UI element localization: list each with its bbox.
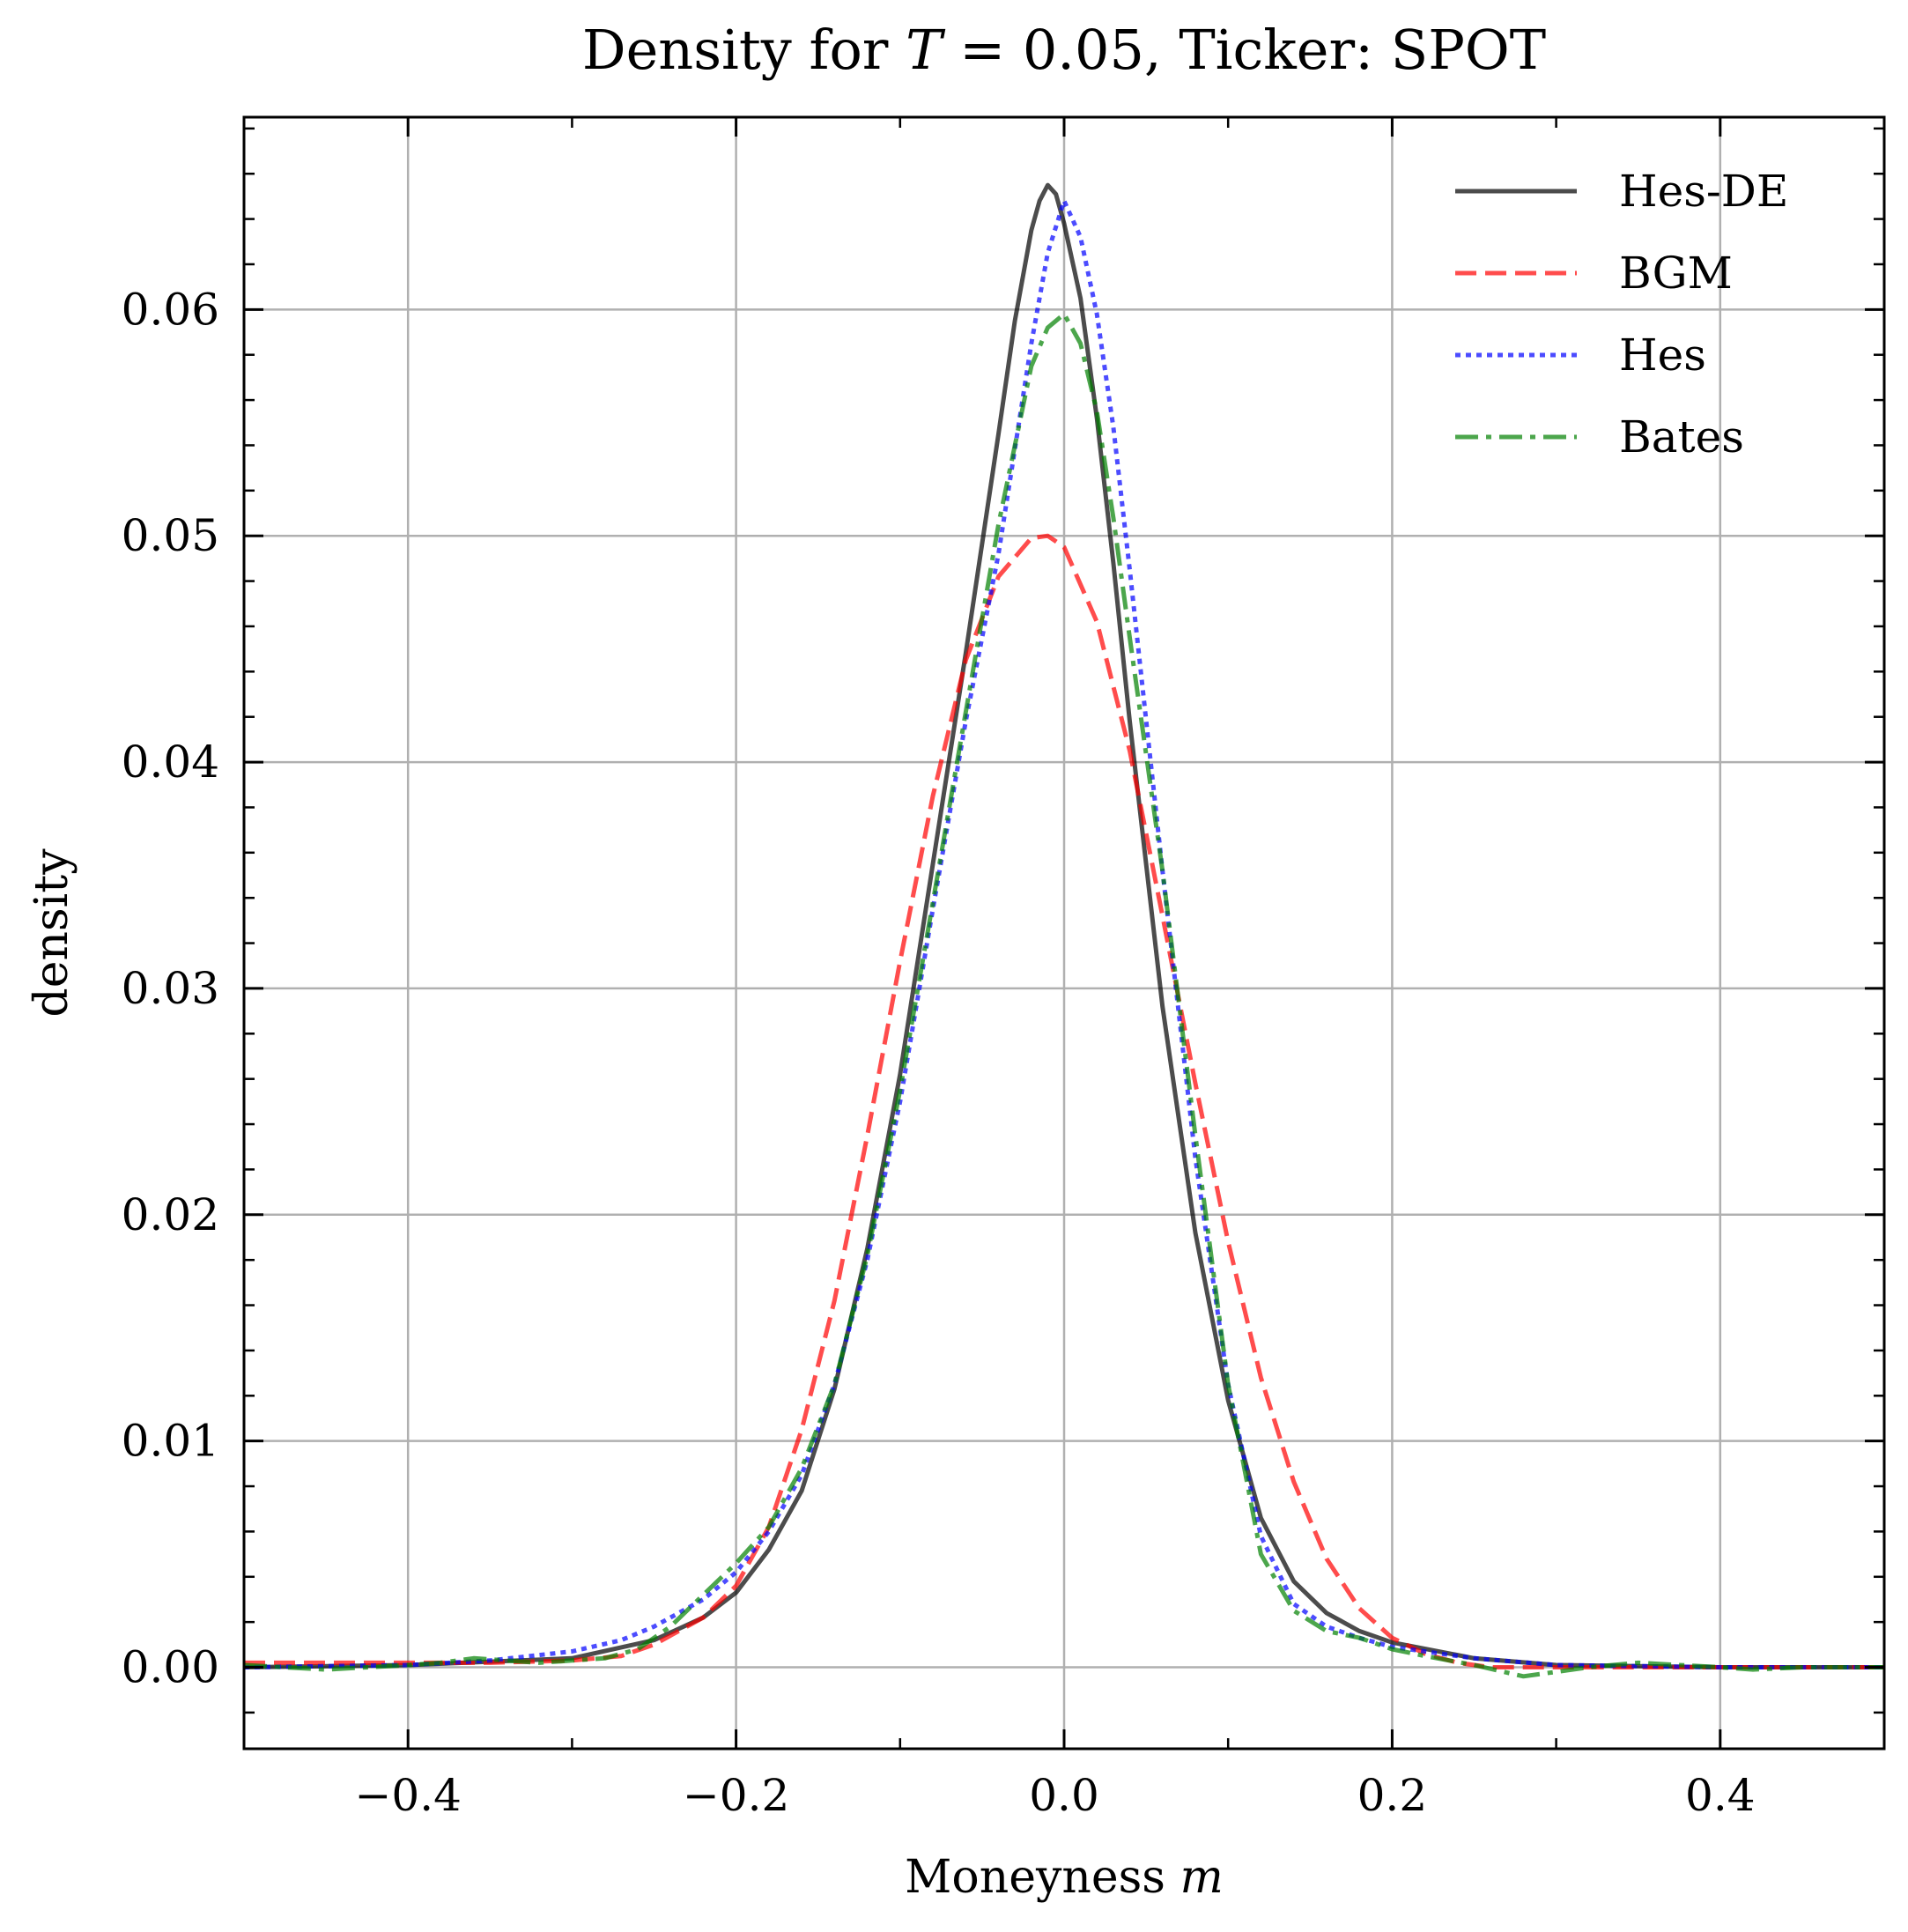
x-axis-title: Moneyness m — [905, 1851, 1224, 1904]
x-tick-label: −0.4 — [354, 1770, 461, 1821]
x-tick-label: 0.0 — [1029, 1770, 1099, 1821]
x-tick-label: 0.4 — [1685, 1770, 1756, 1821]
y-tick-label: 0.04 — [122, 737, 219, 788]
legend-label-bates: Bates — [1619, 411, 1744, 463]
y-tick-label: 0.02 — [122, 1189, 219, 1240]
series-layer — [244, 182, 1884, 1679]
x-tick-label: −0.2 — [683, 1770, 789, 1821]
y-axis-title: density — [26, 848, 78, 1018]
y-tick-label: 0.05 — [122, 510, 219, 561]
y-tick-label: 0.00 — [122, 1642, 219, 1693]
legend: Hes-DE BGM Hes Bates — [1455, 166, 1788, 463]
axis-ticks — [242, 117, 1886, 1749]
series-line-hes-de — [244, 182, 1884, 1669]
legend-label-bgm: BGM — [1619, 248, 1733, 299]
y-tick-label: 0.06 — [122, 284, 219, 335]
x-tick-label: 0.2 — [1357, 1770, 1428, 1821]
grid-lines — [244, 117, 1884, 1749]
y-tick-labels: 0.00 0.01 0.02 0.03 0.04 0.05 0.06 — [122, 284, 219, 1692]
legend-label-hes-de: Hes-DE — [1619, 166, 1788, 217]
chart-title: Density for T = 0.05, Ticker: SPOT — [582, 18, 1546, 82]
y-tick-label: 0.03 — [122, 963, 219, 1014]
series-line-bgm — [244, 533, 1884, 1669]
x-tick-labels: −0.4 −0.2 0.0 0.2 0.4 — [354, 1770, 1755, 1821]
legend-label-hes: Hes — [1619, 329, 1706, 381]
y-tick-label: 0.01 — [122, 1416, 219, 1467]
series-line-bates — [244, 312, 1884, 1679]
